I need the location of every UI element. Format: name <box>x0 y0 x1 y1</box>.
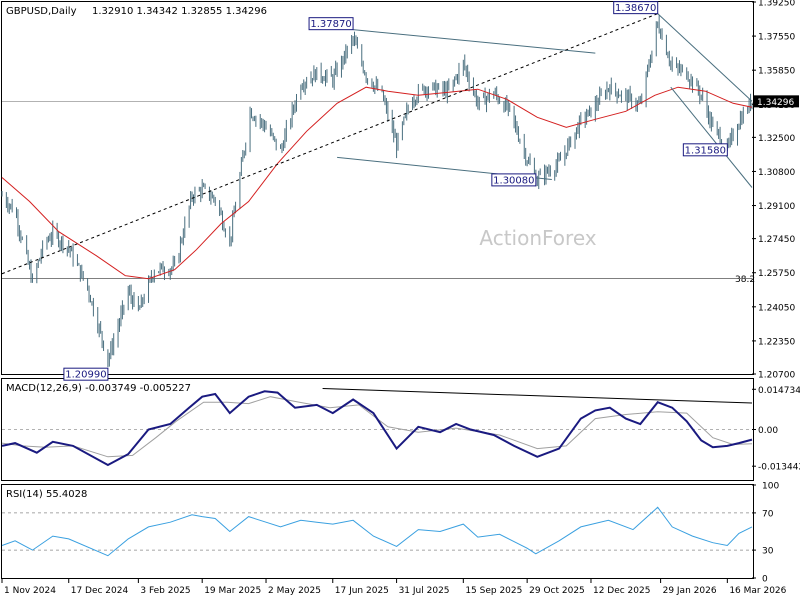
price-label: 1.20990 <box>65 370 106 381</box>
x-tick-label: 15 Sep 2025 <box>465 586 522 596</box>
rsi-title: RSI(14) 55.4028 <box>6 489 87 500</box>
rsi-tick-label: 100 <box>762 482 779 492</box>
watermark: ActionForex <box>479 226 596 250</box>
price-label: 1.30080 <box>493 175 534 186</box>
rsi-layer <box>1 506 753 557</box>
y-tick-label: 1.35850 <box>758 67 795 77</box>
price-label-box <box>613 1 659 15</box>
macd-tick-label: 0.00 <box>758 426 778 436</box>
y-tick-label: 1.29100 <box>758 202 795 212</box>
rsi-tick-label: 30 <box>762 547 774 557</box>
trendline <box>657 13 753 102</box>
macd-line <box>1 390 753 467</box>
sma-line <box>1 86 753 280</box>
x-tick-label: 17 Dec 2024 <box>71 586 129 596</box>
x-tick-label: 29 Oct 2025 <box>529 586 585 596</box>
y-tick-label: 1.37550 <box>758 33 795 43</box>
y-tick-label: 1.20700 <box>758 371 795 381</box>
rsi-line <box>1 506 753 557</box>
y-tick-label: 1.22350 <box>758 337 795 347</box>
macd-layer <box>1 388 753 467</box>
x-tick-label: 29 Jan 2026 <box>663 586 717 596</box>
fib-level-label: 38.2 <box>735 275 755 285</box>
price-label-box <box>308 17 354 31</box>
y-tick-label: 1.27450 <box>758 235 795 245</box>
trendline <box>353 29 596 54</box>
rsi-tick-label: 0 <box>762 575 768 585</box>
macd-tick-label: -0.013442 <box>758 463 800 473</box>
price-label-box <box>63 367 109 381</box>
price-label-box <box>682 143 728 157</box>
ohlc-readout: 1.32910 1.34342 1.32855 1.34296 <box>92 6 267 17</box>
price-label: 1.31580 <box>685 145 726 156</box>
x-tick-label: 16 Mar 2026 <box>729 586 786 596</box>
trendline <box>670 86 753 188</box>
macd-tick-label: 0.014734 <box>758 386 800 396</box>
x-tick-label: 3 Feb 2025 <box>140 586 190 596</box>
y-tick-label: 1.39250 <box>758 0 795 9</box>
y-tick-label: 1.32500 <box>758 134 795 144</box>
current-price-label: 1.34296 <box>757 98 794 108</box>
x-tick-label: 2 May 2025 <box>268 586 321 596</box>
price-label-box <box>491 173 537 187</box>
macd-title: MACD(12,26,9) -0.003749 -0.005227 <box>6 383 191 394</box>
rsi-tick-label: 70 <box>762 509 774 519</box>
x-tick-label: 31 Jul 2025 <box>399 586 450 596</box>
price-panel <box>1 1 754 375</box>
chart-title: GBPUSD,Daily <box>6 6 77 17</box>
y-tick-label: 1.25750 <box>758 269 795 279</box>
price-label: 1.37870 <box>310 19 351 30</box>
x-tick-label: 12 Dec 2025 <box>593 586 651 596</box>
y-tick-label: 1.24050 <box>758 303 795 313</box>
current-price-tag <box>753 95 799 108</box>
y-tick-label: 1.30800 <box>758 168 795 178</box>
x-tick-label: 17 Jun 2025 <box>335 586 389 596</box>
x-tick-label: 1 Nov 2024 <box>4 586 56 596</box>
rsi-panel <box>1 484 754 579</box>
price-layer: 1.20990 1.37870 1.30080 1.38670 1.31580 <box>1 1 753 381</box>
macd-trendline <box>322 388 753 404</box>
price-label: 1.38670 <box>615 3 656 14</box>
x-tick-label: 19 Mar 2025 <box>204 586 261 596</box>
